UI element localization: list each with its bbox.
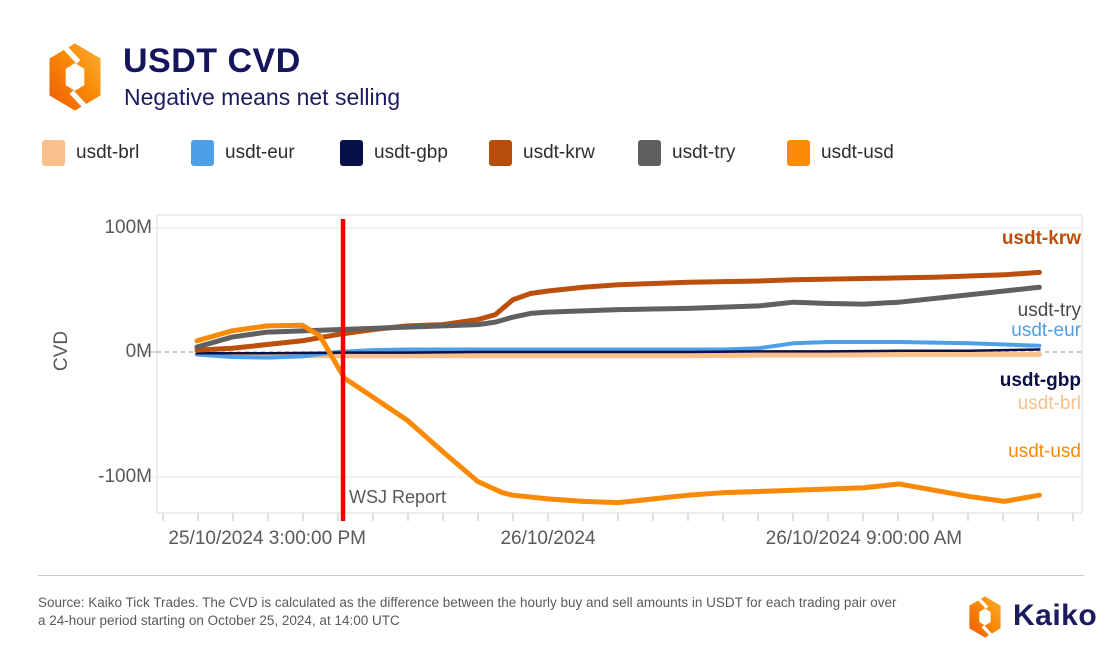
source-note-line2: a 24-hour period starting on October 25,… bbox=[38, 613, 400, 628]
wsj-report-label: WSJ Report bbox=[349, 487, 447, 507]
legend-swatch-usdt-usd bbox=[787, 140, 810, 166]
series-end-label-usdt-eur: usdt-eur bbox=[1011, 319, 1081, 341]
kaiko-wordmark: Kaiko bbox=[1013, 599, 1098, 632]
series-end-label-usdt-try: usdt-try bbox=[1017, 299, 1081, 321]
series-end-label-usdt-brl: usdt-brl bbox=[1017, 393, 1081, 415]
series-end-label-usdt-krw: usdt-krw bbox=[1001, 227, 1081, 249]
y-tick-0m: 0M bbox=[125, 341, 152, 362]
legend-swatch-usdt-gbp bbox=[340, 140, 363, 166]
x-tick-label-1: 25/10/2024 3:00:00 PM bbox=[168, 528, 366, 549]
legend-label: usdt-brl bbox=[76, 142, 140, 163]
legend-item-usdt-eur[interactable]: usdt-eur bbox=[191, 140, 340, 166]
plot-border-and-grid bbox=[143, 214, 1083, 514]
series-lines bbox=[194, 269, 1042, 506]
chart-legend: usdt-brl usdt-eur usdt-gbp usdt-krw usdt… bbox=[42, 140, 936, 166]
legend-label: usdt-gbp bbox=[374, 142, 448, 163]
legend-label: usdt-usd bbox=[821, 142, 894, 163]
x-tick-label-2: 26/10/2024 bbox=[500, 528, 596, 549]
source-note-line1: Source: Kaiko Tick Trades. The CVD is ca… bbox=[38, 595, 897, 610]
series-end-label-usdt-usd: usdt-usd bbox=[1008, 440, 1081, 462]
kaiko-hex-icon bbox=[46, 40, 104, 114]
line-usdt-try bbox=[194, 284, 1042, 350]
line-usdt-gbp bbox=[195, 348, 1041, 355]
y-tick-100m: 100M bbox=[104, 217, 152, 238]
legend-label: usdt-eur bbox=[225, 142, 295, 163]
line-usdt-eur bbox=[195, 340, 1042, 360]
y-axis-label: CVD bbox=[51, 330, 72, 372]
kaiko-footer-icon bbox=[966, 595, 1004, 639]
y-tick-neg100m: -100M bbox=[98, 466, 152, 487]
legend-item-usdt-try[interactable]: usdt-try bbox=[638, 140, 787, 166]
legend-label: usdt-try bbox=[672, 142, 736, 163]
x-axis-ticks bbox=[162, 513, 1074, 521]
legend-item-usdt-gbp[interactable]: usdt-gbp bbox=[340, 140, 489, 166]
legend-swatch-usdt-eur bbox=[191, 140, 214, 166]
legend-swatch-usdt-try bbox=[638, 140, 661, 166]
legend-item-usdt-usd[interactable]: usdt-usd bbox=[787, 140, 936, 166]
x-tick-label-3: 26/10/2024 9:00:00 AM bbox=[765, 528, 963, 549]
legend-swatch-usdt-krw bbox=[489, 140, 512, 166]
legend-item-usdt-brl[interactable]: usdt-brl bbox=[42, 140, 191, 166]
page-title: USDT CVD bbox=[123, 42, 301, 80]
footer-divider bbox=[38, 575, 1084, 576]
legend-item-usdt-krw[interactable]: usdt-krw bbox=[489, 140, 638, 166]
source-note: Source: Kaiko Tick Trades. The CVD is ca… bbox=[38, 594, 896, 630]
legend-label: usdt-krw bbox=[523, 142, 595, 163]
legend-swatch-usdt-brl bbox=[42, 140, 65, 166]
line-usdt-krw bbox=[194, 269, 1042, 353]
series-end-label-usdt-gbp: usdt-gbp bbox=[999, 369, 1081, 391]
page-subtitle: Negative means net selling bbox=[124, 84, 401, 110]
line-usdt-usd bbox=[194, 322, 1042, 506]
